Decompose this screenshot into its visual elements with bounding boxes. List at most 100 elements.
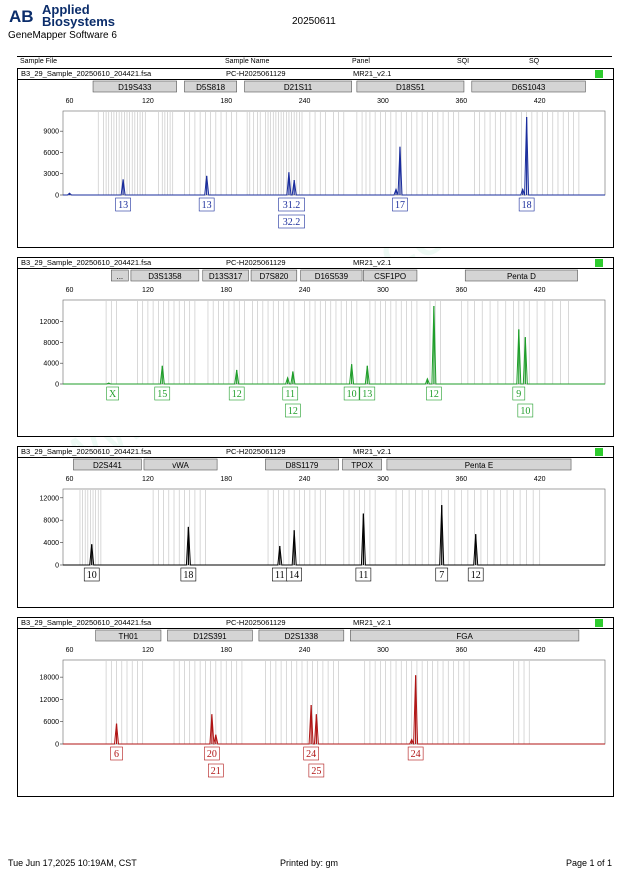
panel-meta: B3_29_Sample_20250610_204421.fsa PC-H202…	[18, 258, 613, 269]
allele-label: 10	[520, 406, 530, 417]
x-tick-label: 240	[299, 647, 311, 654]
allele-label: 18	[183, 570, 193, 581]
sample-file: B3_29_Sample_20250610_204421.fsa	[21, 69, 152, 78]
marker-bar	[386, 458, 572, 471]
allele-box	[154, 386, 171, 401]
sq-status-indicator	[595, 259, 603, 267]
allele-call: 31.2	[278, 197, 305, 212]
marker-label: D13S317	[209, 272, 243, 281]
allele-box	[106, 386, 119, 401]
marker-label: D5S818	[196, 83, 225, 92]
sample-name: PC-H2025061129	[226, 618, 286, 627]
x-tick-label: 420	[534, 98, 546, 105]
allele-call: 12	[285, 403, 301, 418]
allele-box	[517, 403, 534, 418]
y-tick-label: 0	[55, 563, 59, 570]
allele-label: 9	[516, 389, 521, 400]
y-tick-label: 3000	[43, 171, 59, 178]
plot-area	[62, 110, 606, 196]
marker-d21s11: D21S11	[244, 80, 352, 93]
y-tick-label: 6000	[43, 150, 59, 157]
allele-box	[518, 197, 535, 212]
marker-d13s317: D13S317	[202, 269, 249, 282]
x-tick-label: 180	[220, 476, 232, 483]
allele-label: 10	[87, 570, 97, 581]
allele-label: 11	[285, 389, 295, 400]
marker-label: Penta E	[465, 461, 493, 470]
allele-label: 31.2	[283, 200, 301, 211]
sample-file: B3_29_Sample_20250610_204421.fsa	[21, 447, 152, 456]
y-tick-label: 0	[55, 742, 59, 749]
marker-label: D7S820	[259, 272, 288, 281]
allele-box	[180, 567, 197, 582]
y-tick-label: 4000	[43, 540, 59, 547]
allele-call: 11	[282, 386, 299, 401]
applied-biosystems-logo-icon: AB	[8, 6, 38, 26]
allele-box	[392, 197, 408, 212]
marker-label: D3S1358	[148, 272, 182, 281]
brand-name: Applied Biosystems	[42, 3, 115, 28]
allele-box	[285, 403, 301, 418]
marker-th01: TH01	[95, 629, 162, 642]
marker-bar	[342, 458, 382, 471]
allele-call: 13	[115, 197, 131, 212]
allele-box	[110, 746, 123, 761]
sq-status-indicator	[595, 70, 603, 78]
panel-name: MR21_v2.1	[353, 618, 392, 627]
col-sample-file: Sample File	[20, 58, 57, 65]
marker-tpox: TPOX	[342, 458, 382, 471]
marker-label: D8S1179	[286, 461, 319, 470]
marker-d2s1338: D2S1338	[258, 629, 345, 642]
allele-call: 10	[343, 386, 360, 401]
panel-name: MR21_v2.1	[353, 69, 392, 78]
allele-call: 11	[355, 567, 372, 582]
x-tick-label: 120	[142, 98, 154, 105]
marker-d18s51: D18S51	[356, 80, 465, 93]
marker-pentad: Penta D	[464, 269, 578, 282]
allele-call: 12	[228, 386, 245, 401]
allele-box	[435, 567, 449, 582]
y-tick-label: 8000	[43, 340, 59, 347]
trace-line	[63, 116, 605, 196]
x-tick-label: 360	[455, 647, 467, 654]
marker-label: D21S11	[284, 83, 313, 92]
marker-label: D6S1043	[512, 83, 546, 92]
software-name: GeneMapper Software 6	[8, 30, 117, 41]
x-tick-label: 60	[66, 476, 74, 483]
allele-label: 12	[288, 406, 298, 417]
marker-bar	[471, 80, 586, 93]
sq-status-indicator	[595, 448, 603, 456]
allele-call: 10	[517, 403, 534, 418]
marker-label: D2S1338	[285, 632, 319, 641]
marker-d19s433: D19S433	[92, 80, 177, 93]
allele-label: 24	[411, 749, 421, 760]
allele-label: 12	[471, 570, 481, 581]
x-tick-label: 120	[142, 287, 154, 294]
sample-name: PC-H2025061129	[226, 258, 286, 267]
allele-box	[228, 386, 245, 401]
allele-call: 14	[286, 567, 302, 582]
allele-call: 21	[208, 763, 224, 778]
marker-label: vWA	[172, 461, 189, 470]
marker-bar	[143, 458, 218, 471]
sample-file: B3_29_Sample_20250610_204421.fsa	[21, 618, 152, 627]
allele-call: 9	[512, 386, 526, 401]
y-tick-label: 6000	[43, 719, 59, 726]
marker-bar	[244, 80, 352, 93]
x-tick-label: 180	[220, 287, 232, 294]
panel-name: MR21_v2.1	[353, 447, 392, 456]
marker-bar	[300, 269, 363, 282]
marker-label: D16S539	[315, 272, 349, 281]
col-sample-name: Sample Name	[225, 58, 270, 65]
marker-bar	[202, 269, 249, 282]
allele-call: 15	[154, 386, 171, 401]
marker-vwa: vWA	[143, 458, 218, 471]
allele-label: 13	[118, 200, 128, 211]
allele-box	[208, 763, 224, 778]
allele-call: 11	[272, 567, 288, 582]
y-tick-label: 4000	[43, 361, 59, 368]
x-tick-label: 300	[377, 476, 389, 483]
marker-label: ...	[116, 272, 123, 281]
